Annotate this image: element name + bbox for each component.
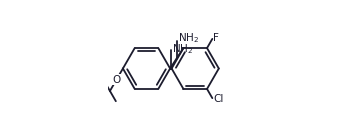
Text: NH$_2$: NH$_2$	[172, 42, 193, 56]
Text: Cl: Cl	[213, 94, 224, 104]
Text: F: F	[213, 33, 219, 43]
Text: O: O	[112, 75, 121, 85]
Text: NH$_2$: NH$_2$	[177, 31, 199, 45]
